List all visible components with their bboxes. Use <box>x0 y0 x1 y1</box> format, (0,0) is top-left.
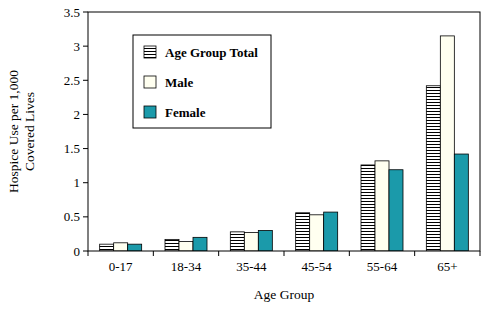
bar <box>389 170 403 251</box>
chart-container: 0 0.5 1 1.5 2 2.5 3 3.5 0-17 18-34 35-44 45-54 55-64… <box>0 0 495 319</box>
y-tick <box>83 182 88 183</box>
x-tick-label: 55-64 <box>367 259 398 274</box>
y-axis-label: Hospice Use per 1,000 <box>6 70 21 193</box>
bar <box>179 241 193 251</box>
y-tick <box>83 12 88 13</box>
legend-label: Male <box>165 75 193 90</box>
legend-swatch <box>144 76 156 88</box>
bar <box>375 161 389 251</box>
plot-frame <box>88 12 480 251</box>
bar <box>128 244 142 251</box>
bars <box>100 36 469 251</box>
legend-label: Female <box>165 105 206 120</box>
legend: Age Group Total Male Female <box>133 35 271 128</box>
x-tick-label: 65+ <box>437 259 457 274</box>
y-tick-label: 0 <box>74 244 81 259</box>
x-tick <box>414 251 415 256</box>
bar <box>426 86 440 251</box>
y-tick-label: 2.5 <box>64 73 80 88</box>
bar <box>165 239 179 251</box>
bar <box>244 233 258 251</box>
x-tick <box>480 251 481 256</box>
legend-box <box>133 35 271 128</box>
chart: 0 0.5 1 1.5 2 2.5 3 3.5 0-17 18-34 35-44 45-54 55-64… <box>0 0 495 319</box>
y-tick-label: 3.5 <box>64 5 80 20</box>
y-tick-label: 1.5 <box>64 141 80 156</box>
bar <box>230 232 244 251</box>
bar <box>324 212 338 251</box>
bar <box>296 213 310 251</box>
bar <box>193 237 207 251</box>
x-tick <box>284 251 285 256</box>
x-tick-label: 0-17 <box>109 259 133 274</box>
x-tick <box>153 251 154 256</box>
y-tick <box>83 114 88 115</box>
x-tick <box>349 251 350 256</box>
y-tick-label: 0.5 <box>64 209 80 224</box>
y-tick <box>83 80 88 81</box>
x-tick <box>88 251 89 256</box>
y-tick-label: 1 <box>74 175 81 190</box>
legend-swatch <box>144 106 156 118</box>
y-tick-label: 3 <box>74 39 81 54</box>
x-tick-label: 35-44 <box>236 259 267 274</box>
y-tick <box>83 148 88 149</box>
y-tick-label: 2 <box>74 107 81 122</box>
y-tick <box>83 216 88 217</box>
x-tick <box>218 251 219 256</box>
bar <box>310 215 324 251</box>
legend-swatch <box>144 46 156 58</box>
bar <box>100 244 114 251</box>
bar <box>258 231 272 251</box>
bar <box>114 243 128 251</box>
y-tick <box>83 251 88 252</box>
y-tick <box>83 46 88 47</box>
bar <box>361 165 375 251</box>
x-tick-label: 18-34 <box>171 259 202 274</box>
x-tick-label: 45-54 <box>301 259 332 274</box>
bar <box>440 36 454 251</box>
x-axis-label: Age Group <box>254 287 315 302</box>
legend-label: Age Group Total <box>165 45 258 60</box>
y-axis-label: Covered Lives <box>22 92 37 171</box>
bar <box>454 154 468 251</box>
